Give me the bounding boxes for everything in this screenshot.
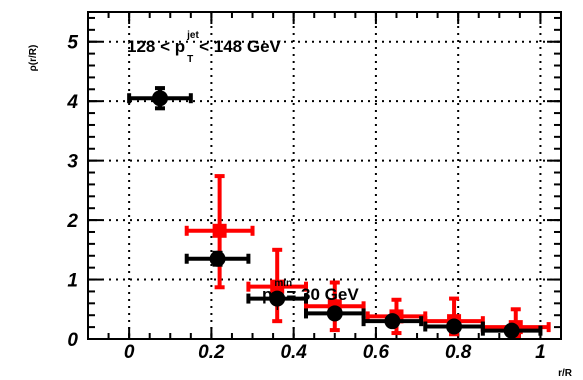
annotation-2-sup: min	[274, 278, 292, 289]
data-point	[151, 90, 168, 107]
pt-min-annotation: p min T = 30 GeV	[262, 278, 359, 313]
x-axis-title: r/R	[558, 368, 573, 379]
data-point	[503, 322, 520, 339]
annotation-1-sup: jet	[186, 30, 199, 41]
y-tick-label: 0	[67, 330, 78, 351]
x-tick-label: 1	[535, 342, 546, 363]
data-point	[384, 313, 401, 330]
data-series	[127, 86, 551, 339]
data-point	[270, 279, 285, 294]
data-point	[269, 290, 286, 307]
x-tick-label: 0.8	[445, 342, 472, 363]
data-point	[212, 223, 227, 238]
data-point	[209, 250, 226, 267]
x-tick-label: 0.4	[280, 342, 307, 363]
series-black	[127, 86, 543, 339]
plot-frame	[87, 11, 562, 340]
annotation-1-tail: < 148 GeV	[199, 37, 281, 56]
data-point	[446, 318, 463, 335]
annotation-2-text: p	[262, 285, 272, 304]
y-tick-label: 5	[67, 33, 78, 54]
annotation-2-sub: T	[274, 302, 280, 313]
x-tick-label: 0.6	[363, 342, 390, 363]
y-tick-label: 4	[66, 92, 78, 113]
y-axis-title: ρ(r/R)	[28, 45, 39, 72]
tick-labels: 0 0.2 0.4 0.6 0.8 1 0 1 2 3 4 5	[66, 33, 545, 363]
x-tick-label: 0	[124, 342, 135, 363]
y-tick-label: 1	[67, 271, 78, 292]
axis-ticks	[87, 12, 562, 340]
y-tick-label: 2	[66, 211, 78, 232]
annotation-1-sub: T	[187, 54, 193, 65]
y-tick-label: 3	[67, 152, 78, 173]
annotation-1-text: 128 < p	[127, 37, 185, 56]
data-point	[326, 305, 343, 322]
jet-pt-annotation: 128 < p jet T < 148 GeV	[127, 30, 282, 65]
x-tick-label: 0.2	[198, 342, 225, 363]
annotation-2-tail: = 30 GeV	[286, 285, 359, 304]
